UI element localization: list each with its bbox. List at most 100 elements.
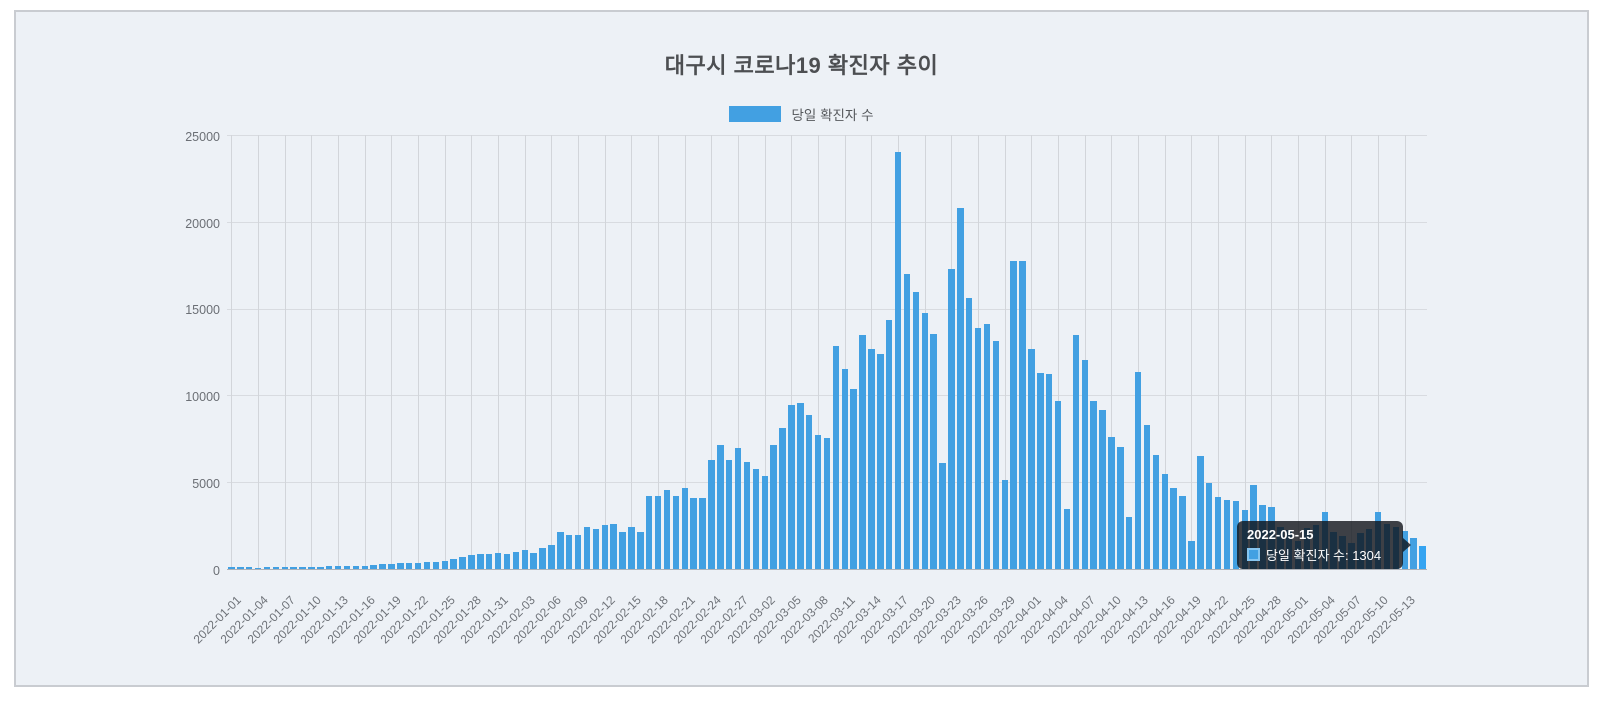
bar-2022-02-16[interactable] — [637, 532, 644, 569]
bar-2022-04-22[interactable] — [1214, 496, 1222, 569]
bar-2022-01-24[interactable] — [432, 562, 440, 569]
bar-2022-02-02[interactable] — [512, 552, 520, 569]
bar-2022-04-02[interactable] — [1037, 372, 1044, 569]
bar-2022-03-28[interactable] — [992, 340, 1000, 569]
bar-2022-01-02[interactable] — [237, 567, 244, 569]
bar-2022-03-05[interactable] — [788, 404, 795, 569]
bar-2022-02-23[interactable] — [699, 497, 706, 569]
bar-2022-02-14[interactable] — [619, 532, 626, 569]
bar-2022-05-15[interactable] — [1419, 546, 1426, 569]
bar-2022-02-24[interactable] — [708, 460, 715, 569]
bar-2022-02-07[interactable] — [557, 532, 564, 569]
bar-2022-01-04[interactable] — [254, 567, 262, 569]
bar-2022-03-14[interactable] — [868, 349, 875, 569]
bar-2022-04-16[interactable] — [1161, 474, 1168, 569]
bar-2022-02-04[interactable] — [530, 552, 537, 569]
bar-2022-03-09[interactable] — [823, 437, 831, 569]
bar-2022-04-06[interactable] — [1072, 335, 1080, 569]
bar-2022-04-01[interactable] — [1028, 349, 1035, 569]
bar-2022-03-23[interactable] — [948, 269, 955, 569]
bar-2022-01-15[interactable] — [352, 565, 360, 569]
bar-2022-03-11[interactable] — [841, 368, 848, 569]
bar-2022-04-03[interactable] — [1046, 374, 1053, 569]
bar-2022-03-20[interactable] — [921, 312, 928, 569]
bar-2022-02-09[interactable] — [574, 535, 582, 569]
bar-2022-01-22[interactable] — [414, 563, 422, 569]
bar-2022-03-30[interactable] — [1010, 260, 1017, 569]
bar-2022-02-05[interactable] — [539, 547, 546, 569]
bar-2022-02-13[interactable] — [610, 523, 617, 569]
bar-2022-03-13[interactable] — [859, 335, 866, 569]
bar-2022-01-23[interactable] — [423, 562, 431, 569]
bar-2022-01-14[interactable] — [343, 566, 351, 569]
bar-2022-04-18[interactable] — [1179, 495, 1186, 569]
bar-2022-02-12[interactable] — [601, 525, 608, 569]
bar-2022-02-01[interactable] — [503, 554, 511, 569]
bar-2022-01-18[interactable] — [379, 564, 386, 569]
bar-2022-03-15[interactable] — [877, 354, 884, 569]
bar-2022-02-28[interactable] — [743, 462, 751, 569]
bar-2022-03-22[interactable] — [939, 462, 946, 569]
bar-2022-01-06[interactable] — [272, 567, 280, 569]
bar-2022-02-27[interactable] — [734, 448, 742, 569]
bar-2022-03-21[interactable] — [930, 333, 937, 569]
bar-2022-03-12[interactable] — [850, 389, 857, 569]
bar-2022-03-25[interactable] — [966, 298, 973, 569]
bar-2022-02-10[interactable] — [583, 527, 591, 569]
bar-2022-03-26[interactable] — [974, 327, 982, 569]
bar-2022-02-26[interactable] — [726, 460, 733, 569]
bar-2022-03-19[interactable] — [912, 291, 920, 569]
bar-2022-04-12[interactable] — [1126, 517, 1133, 569]
bar-2022-03-31[interactable] — [1019, 260, 1026, 569]
bar-2022-02-22[interactable] — [690, 497, 697, 569]
bar-2022-03-02[interactable] — [761, 476, 768, 569]
bar-2022-02-06[interactable] — [548, 544, 555, 569]
bar-2022-04-08[interactable] — [1090, 400, 1097, 569]
bar-2022-03-01[interactable] — [752, 468, 760, 569]
bar-2022-04-13[interactable] — [1134, 372, 1142, 569]
bar-2022-02-15[interactable] — [628, 527, 635, 569]
bar-2022-02-19[interactable] — [663, 490, 671, 569]
bar-2022-03-17[interactable] — [894, 151, 902, 569]
bar-2022-01-03[interactable] — [246, 567, 253, 569]
bar-2022-03-18[interactable] — [903, 274, 911, 569]
bar-2022-01-08[interactable] — [290, 566, 297, 569]
bar-2022-04-19[interactable] — [1188, 541, 1195, 569]
bar-2022-01-07[interactable] — [281, 567, 288, 569]
bar-2022-03-07[interactable] — [806, 415, 813, 569]
bar-2022-04-07[interactable] — [1081, 360, 1088, 569]
bar-2022-01-13[interactable] — [334, 566, 342, 569]
bar-2022-01-27[interactable] — [459, 556, 466, 569]
bar-2022-02-17[interactable] — [646, 496, 653, 569]
bar-2022-04-17[interactable] — [1170, 488, 1177, 569]
bar-2022-02-21[interactable] — [681, 487, 688, 569]
bar-2022-01-20[interactable] — [397, 563, 404, 569]
bar-2022-02-25[interactable] — [717, 445, 724, 569]
bar-2022-03-16[interactable] — [886, 320, 893, 569]
bar-2022-04-23[interactable] — [1223, 499, 1231, 569]
bar-2022-01-16[interactable] — [361, 565, 368, 569]
chart-legend[interactable]: 당일 확진자 수 — [16, 104, 1587, 124]
bar-2022-01-28[interactable] — [468, 554, 475, 569]
bar-2022-01-11[interactable] — [317, 566, 324, 569]
bar-2022-04-10[interactable] — [1108, 436, 1115, 569]
bar-2022-01-01[interactable] — [228, 566, 235, 569]
bar-2022-04-24[interactable] — [1232, 501, 1240, 569]
bar-2022-01-10[interactable] — [308, 566, 315, 569]
bar-2022-02-20[interactable] — [672, 496, 680, 569]
bar-2022-04-09[interactable] — [1099, 409, 1106, 569]
bar-2022-01-26[interactable] — [450, 558, 457, 569]
bar-2022-04-11[interactable] — [1117, 447, 1124, 569]
bar-2022-04-20[interactable] — [1197, 455, 1204, 569]
bar-2022-02-03[interactable] — [521, 550, 528, 569]
bar-2022-03-06[interactable] — [797, 403, 804, 569]
bar-2022-01-25[interactable] — [441, 561, 448, 569]
bar-2022-01-17[interactable] — [370, 565, 377, 569]
bar-2022-03-08[interactable] — [814, 434, 822, 569]
bar-2022-02-18[interactable] — [654, 496, 662, 569]
bar-2022-03-10[interactable] — [832, 346, 840, 569]
bar-2022-02-11[interactable] — [592, 528, 600, 569]
bar-2022-01-09[interactable] — [299, 567, 306, 569]
bar-2022-01-21[interactable] — [406, 562, 413, 569]
bar-2022-05-14[interactable] — [1410, 537, 1417, 569]
